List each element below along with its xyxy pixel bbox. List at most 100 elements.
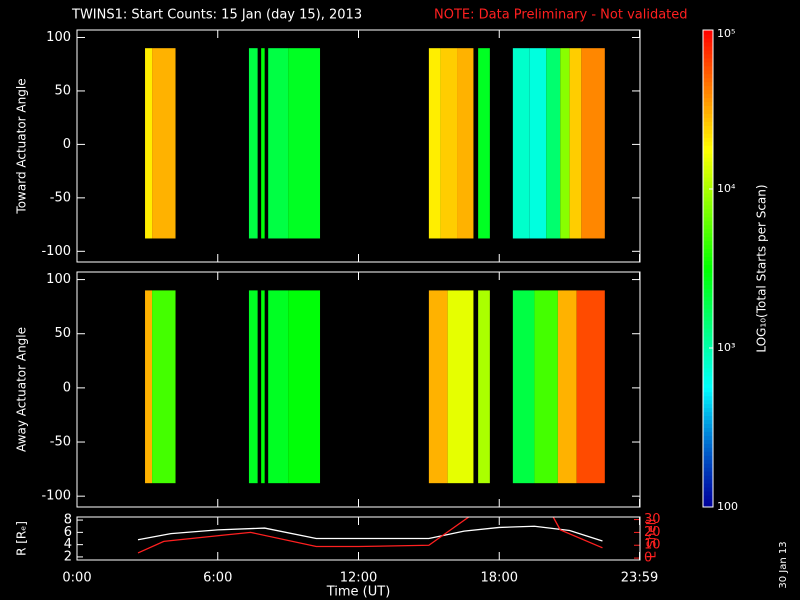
colorbar-label: LOG₁₀(Total Starts per Scan) bbox=[755, 184, 769, 352]
y-tick-label: 50 bbox=[54, 83, 71, 98]
x-tick-label: 6:00 bbox=[203, 571, 232, 586]
colorbar-swatch bbox=[703, 240, 713, 246]
colorbar-swatch bbox=[703, 483, 713, 488]
colorbar-swatch bbox=[703, 33, 713, 39]
heatmap-cell bbox=[248, 290, 258, 484]
heatmap-cell bbox=[268, 48, 289, 239]
colorbar-swatch bbox=[703, 411, 713, 417]
y-tick-label: 4 bbox=[64, 537, 72, 552]
colorbar-swatch bbox=[703, 141, 713, 146]
colorbar-swatch bbox=[703, 451, 713, 456]
heatmap-cell bbox=[440, 48, 458, 239]
y-axis-label: Away Actuator Angle bbox=[15, 327, 29, 452]
heatmap-cell bbox=[569, 48, 582, 239]
colorbar-swatch bbox=[703, 177, 713, 182]
colorbar-swatch bbox=[703, 276, 713, 281]
note: NOTE: Data Preliminary - Not validated bbox=[434, 8, 688, 23]
y-tick-label: 0 bbox=[63, 137, 71, 152]
colorbar-swatch bbox=[703, 61, 713, 67]
y-tick-label: 8 bbox=[64, 513, 72, 528]
colorbar-swatch bbox=[703, 403, 713, 409]
colorbar-swatch bbox=[703, 332, 713, 337]
colorbar-swatch bbox=[703, 471, 713, 476]
colorbar-swatch bbox=[703, 208, 713, 214]
heatmap-cell bbox=[576, 290, 605, 484]
heatmap-cell bbox=[478, 290, 490, 484]
colorbar-swatch bbox=[703, 169, 713, 174]
y-tick-label: 0 bbox=[63, 380, 71, 395]
colorbar-swatch bbox=[703, 53, 713, 59]
colorbar-swatch bbox=[703, 427, 713, 432]
colorbar-swatch bbox=[703, 435, 713, 440]
colorbar-swatch bbox=[703, 97, 713, 103]
y-axis-label: Toward Actuator Angle bbox=[15, 78, 29, 214]
colorbar-swatch bbox=[703, 455, 713, 460]
colorbar-swatch bbox=[703, 153, 713, 158]
colorbar-swatch bbox=[703, 296, 713, 301]
y-tick-label: -50 bbox=[50, 435, 71, 450]
heatmap-cell bbox=[447, 290, 474, 484]
colorbar-swatch bbox=[703, 69, 713, 75]
colorbar-swatch bbox=[703, 228, 713, 234]
series-group bbox=[137, 517, 603, 554]
colorbar-swatch bbox=[703, 479, 713, 484]
heatmap-cell bbox=[288, 290, 321, 484]
colorbar-swatch bbox=[703, 292, 713, 297]
colorbar-swatch bbox=[703, 145, 713, 150]
y-tick-label: 6 bbox=[64, 525, 72, 540]
chart-title: TWINS1: Start Counts: 15 Jan (day 15), 2… bbox=[71, 8, 362, 23]
y-tick-label: 50 bbox=[54, 326, 71, 341]
colorbar-swatch bbox=[703, 105, 713, 110]
colorbar-swatch bbox=[703, 125, 713, 130]
colorbar-swatch bbox=[703, 81, 713, 87]
colorbar-swatch bbox=[703, 220, 713, 226]
colorbar-swatch bbox=[703, 189, 713, 194]
y-tick-label: -100 bbox=[41, 489, 71, 504]
colorbar-swatch bbox=[703, 391, 713, 397]
colorbar-swatch bbox=[703, 304, 713, 309]
colorbar-swatch bbox=[703, 463, 713, 468]
colorbar-swatch bbox=[703, 324, 713, 329]
x-axis-label: Time (UT) bbox=[326, 585, 391, 600]
colorbar-swatch bbox=[703, 503, 713, 508]
colorbar-swatch bbox=[703, 113, 713, 118]
colorbar-tick-label: 10⁴ bbox=[717, 182, 736, 195]
colorbar-swatch bbox=[703, 300, 713, 305]
heatmap-cell bbox=[512, 290, 535, 484]
colorbar-swatch bbox=[703, 89, 713, 95]
colorbar-swatch bbox=[703, 137, 713, 142]
colorbar-swatch bbox=[703, 101, 713, 107]
colorbar-swatch bbox=[703, 196, 713, 202]
colorbar-swatch bbox=[703, 204, 713, 210]
colorbar-swatch bbox=[703, 260, 713, 266]
x-tick-label: 0:00 bbox=[62, 571, 91, 586]
colorbar-swatch bbox=[703, 443, 713, 448]
colorbar-swatch bbox=[703, 308, 713, 313]
y-tick-label: -100 bbox=[41, 244, 71, 259]
colorbar-swatch bbox=[703, 328, 713, 333]
colorbar-swatch bbox=[703, 93, 713, 99]
colorbar-swatch bbox=[703, 117, 713, 122]
colorbar-swatch bbox=[703, 344, 713, 349]
colorbar-swatch bbox=[703, 129, 713, 134]
heatmap-cell bbox=[428, 290, 448, 484]
colorbar-swatch bbox=[703, 459, 713, 464]
y2-tick-label: 0 bbox=[644, 551, 652, 566]
y2-tick-label: 30 bbox=[644, 512, 661, 527]
colorbar-swatch bbox=[703, 355, 713, 361]
colorbar-swatch bbox=[703, 415, 713, 421]
colorbar-swatch bbox=[703, 395, 713, 401]
colorbar-swatch bbox=[703, 149, 713, 154]
colorbar-tick-label: 10³ bbox=[717, 341, 735, 354]
date-stamp: 30 Jan 13 bbox=[778, 541, 789, 588]
colorbar-swatch bbox=[703, 495, 713, 500]
colorbar-swatch bbox=[703, 272, 713, 277]
colorbar-swatch bbox=[703, 192, 713, 198]
y-tick-label: -50 bbox=[50, 190, 71, 205]
colorbar-swatch bbox=[703, 216, 713, 222]
heatmap-cell bbox=[534, 290, 558, 484]
colorbar-swatch bbox=[703, 57, 713, 63]
